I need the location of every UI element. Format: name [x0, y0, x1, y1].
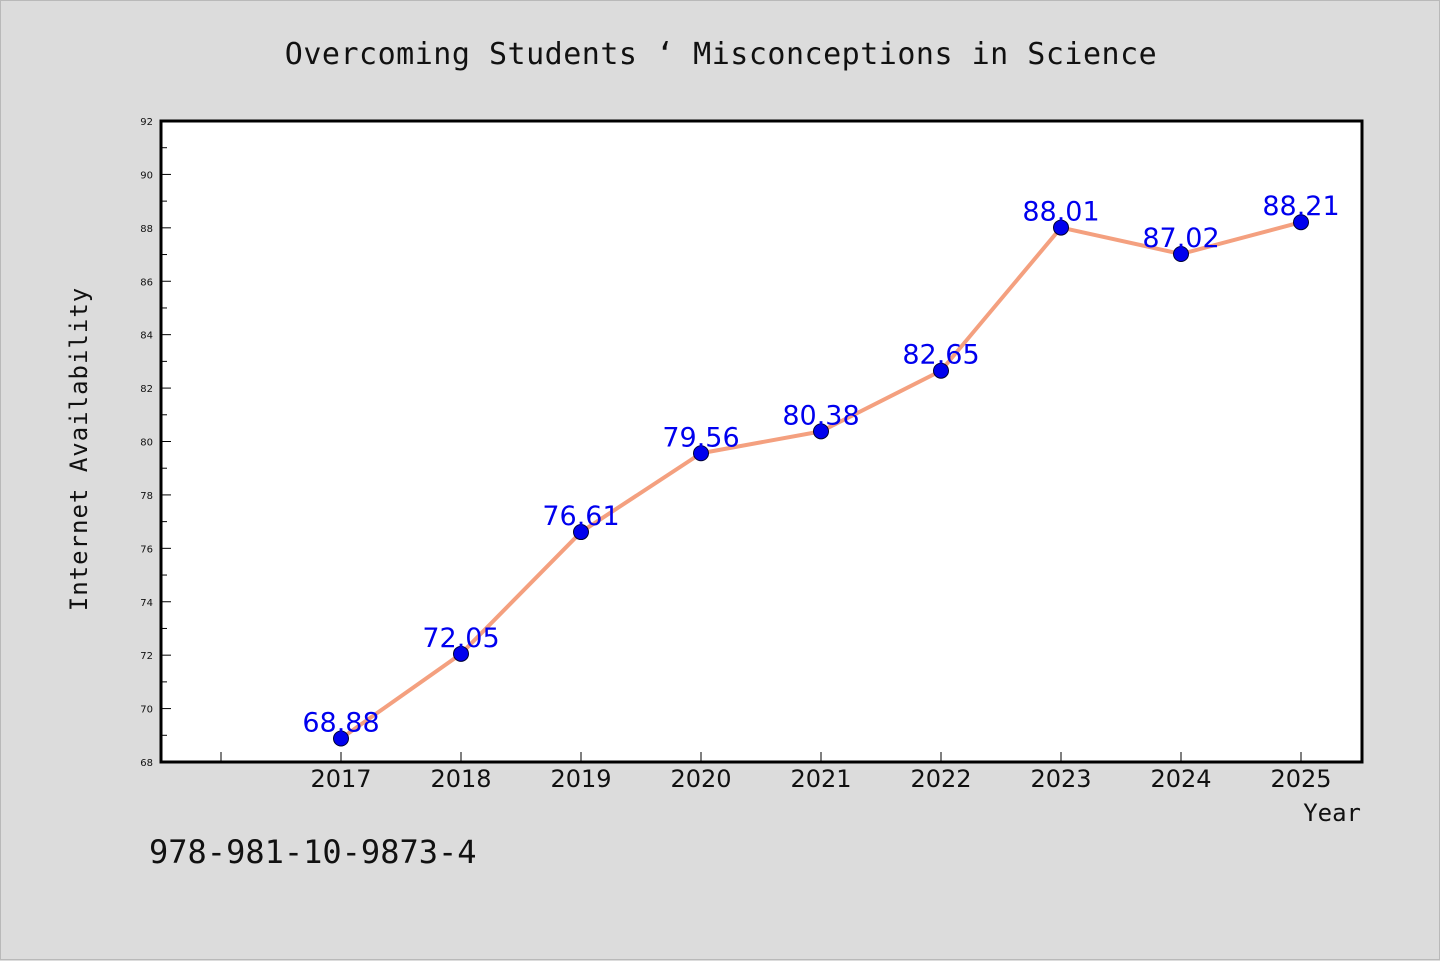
y-axis-ticks: 68 70 72 74 76 78 80 82 84 86 88 90 92 — [140, 117, 171, 769]
y-tick-label: 82 — [140, 384, 153, 395]
x-tick-label: 2020 — [670, 765, 731, 793]
y-tick-label: 84 — [140, 331, 153, 342]
data-point-label: 79.56 — [662, 422, 739, 453]
x-tick-label: 2024 — [1150, 765, 1211, 793]
x-tick-label: 2023 — [1030, 765, 1091, 793]
chart-title: Overcoming Students ‘ Misconceptions in … — [284, 37, 1158, 72]
data-point-label: 88.21 — [1262, 191, 1339, 222]
y-tick-label: 88 — [140, 224, 153, 235]
x-tick-label: 2021 — [790, 765, 851, 793]
y-axis-label: Internet Availability — [65, 287, 93, 611]
y-tick-label: 80 — [140, 438, 153, 449]
data-point-marker — [693, 445, 709, 462]
data-point-label: 80.38 — [782, 400, 859, 431]
data-point-label: 87.02 — [1142, 223, 1219, 254]
x-tick-label: 2017 — [310, 765, 371, 793]
y-tick-label: 76 — [140, 544, 153, 555]
y-tick-label: 90 — [140, 170, 153, 181]
y-tick-label: 92 — [140, 117, 153, 128]
y-tick-label: 78 — [140, 491, 153, 502]
x-axis-label: Year — [1303, 799, 1361, 827]
data-point-marker — [573, 524, 589, 541]
x-tick-label: 2018 — [430, 765, 491, 793]
data-point-label: 68.88 — [302, 707, 379, 738]
isbn-text: 978-981-10-9873-4 — [149, 833, 477, 871]
data-labels: 68.88 72.05 76.61 79.56 80.38 82.65 88.01 87.02… — [302, 191, 1339, 738]
y-tick-label: 86 — [140, 277, 153, 288]
data-point-label: 88.01 — [1022, 197, 1099, 228]
data-point-marker — [1173, 246, 1189, 263]
x-tick-label: 2022 — [910, 765, 971, 793]
data-point-label: 76.61 — [542, 501, 619, 532]
y-tick-label: 68 — [140, 758, 153, 769]
data-point-marker — [933, 362, 949, 379]
data-point-marker — [1053, 219, 1069, 236]
data-point-marker — [1293, 214, 1309, 231]
x-axis-ticks: 2017 2018 2019 2020 2021 2022 2023 2024 2025 — [220, 752, 1332, 793]
data-point-marker — [453, 645, 469, 662]
y-tick-label: 74 — [140, 598, 153, 609]
data-point-marker — [813, 423, 829, 440]
data-point-marker — [333, 730, 349, 747]
data-point-label: 72.05 — [422, 623, 499, 654]
x-tick-label: 2019 — [550, 765, 611, 793]
x-tick-label: 2025 — [1270, 765, 1331, 793]
series-markers — [333, 214, 1309, 747]
data-point-label: 82.65 — [902, 340, 979, 371]
y-tick-label: 70 — [140, 705, 153, 716]
y-tick-label: 72 — [140, 651, 153, 662]
